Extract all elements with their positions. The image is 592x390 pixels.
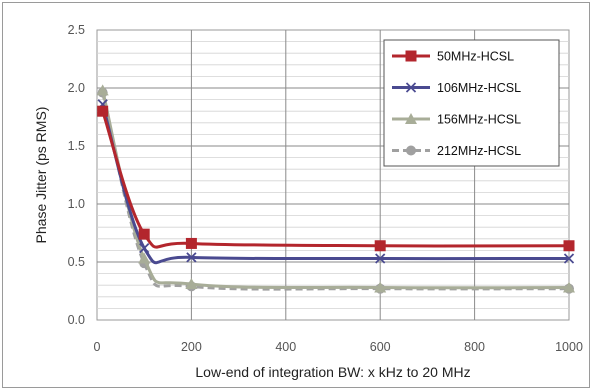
data-point — [563, 253, 575, 264]
series-layer — [96, 84, 575, 294]
legend-item: 50MHz-HCSL — [392, 50, 514, 64]
x-tick-label: 600 — [370, 340, 391, 354]
data-point — [374, 240, 386, 252]
legend-label: 50MHz-HCSL — [437, 50, 514, 64]
series-line — [101, 103, 570, 265]
legend-marker — [405, 82, 417, 93]
tick-labels: 0.0 0.5 1.0 1.5 2.0 2.5 0 200 400 600 800 1000 — [68, 23, 583, 354]
legend-item: 106MHz-HCSL — [392, 81, 521, 95]
phase-jitter-chart: 0.0 0.5 1.0 1.5 2.0 2.5 0 200 400 600 800 1000 Low-… — [33, 23, 583, 380]
x-tick-label: 800 — [464, 340, 485, 354]
data-point — [375, 253, 386, 264]
data-point-stroke — [139, 242, 150, 254]
grid-lines — [97, 30, 569, 320]
x-tick-label: 1000 — [555, 340, 583, 354]
data-point — [185, 237, 197, 249]
legend-label: 156MHz-HCSL — [437, 113, 521, 127]
series-2 — [97, 99, 575, 265]
x-tick-label: 200 — [181, 340, 202, 354]
data-point — [563, 281, 575, 293]
data-point — [374, 281, 387, 293]
x-tick-label: 0 — [94, 340, 101, 354]
data-point — [97, 105, 109, 117]
legend-label: 106MHz-HCSL — [437, 81, 521, 95]
data-point — [138, 228, 150, 240]
data-point — [563, 240, 575, 252]
data-point-stroke — [563, 253, 575, 264]
legend-item: 212MHz-HCSL — [392, 144, 521, 158]
legend-label: 212MHz-HCSL — [437, 144, 521, 158]
y-tick-label: 0.0 — [68, 313, 85, 327]
data-point-stroke — [375, 253, 386, 264]
data-point — [186, 252, 197, 263]
y-tick-label: 1.0 — [68, 197, 85, 211]
x-axis-title: Low-end of integration BW: x kHz to 20 M… — [195, 364, 470, 380]
data-point — [139, 242, 150, 254]
y-axis-title: Phase Jitter (ps RMS) — [33, 107, 49, 244]
series-line — [101, 110, 570, 249]
legend-item: 156MHz-HCSL — [392, 113, 521, 127]
y-tick-label: 2.0 — [68, 81, 85, 95]
data-point — [138, 252, 151, 264]
legend-marker — [406, 145, 416, 156]
data-point — [185, 278, 198, 290]
y-tick-label: 2.5 — [68, 23, 85, 37]
legend-marker — [405, 113, 417, 124]
legend: 50MHz-HCSL 106MHz-HCSL 156MHz-HCSL 212MHz-H… — [383, 39, 560, 167]
series-1 — [97, 105, 575, 252]
x-tick-label: 400 — [275, 340, 296, 354]
legend-marker-stroke — [405, 82, 417, 93]
legend-marker — [405, 50, 417, 62]
data-point-stroke — [186, 252, 197, 263]
y-tick-label: 1.5 — [68, 139, 85, 153]
data-point — [96, 84, 109, 96]
y-tick-label: 0.5 — [68, 255, 85, 269]
